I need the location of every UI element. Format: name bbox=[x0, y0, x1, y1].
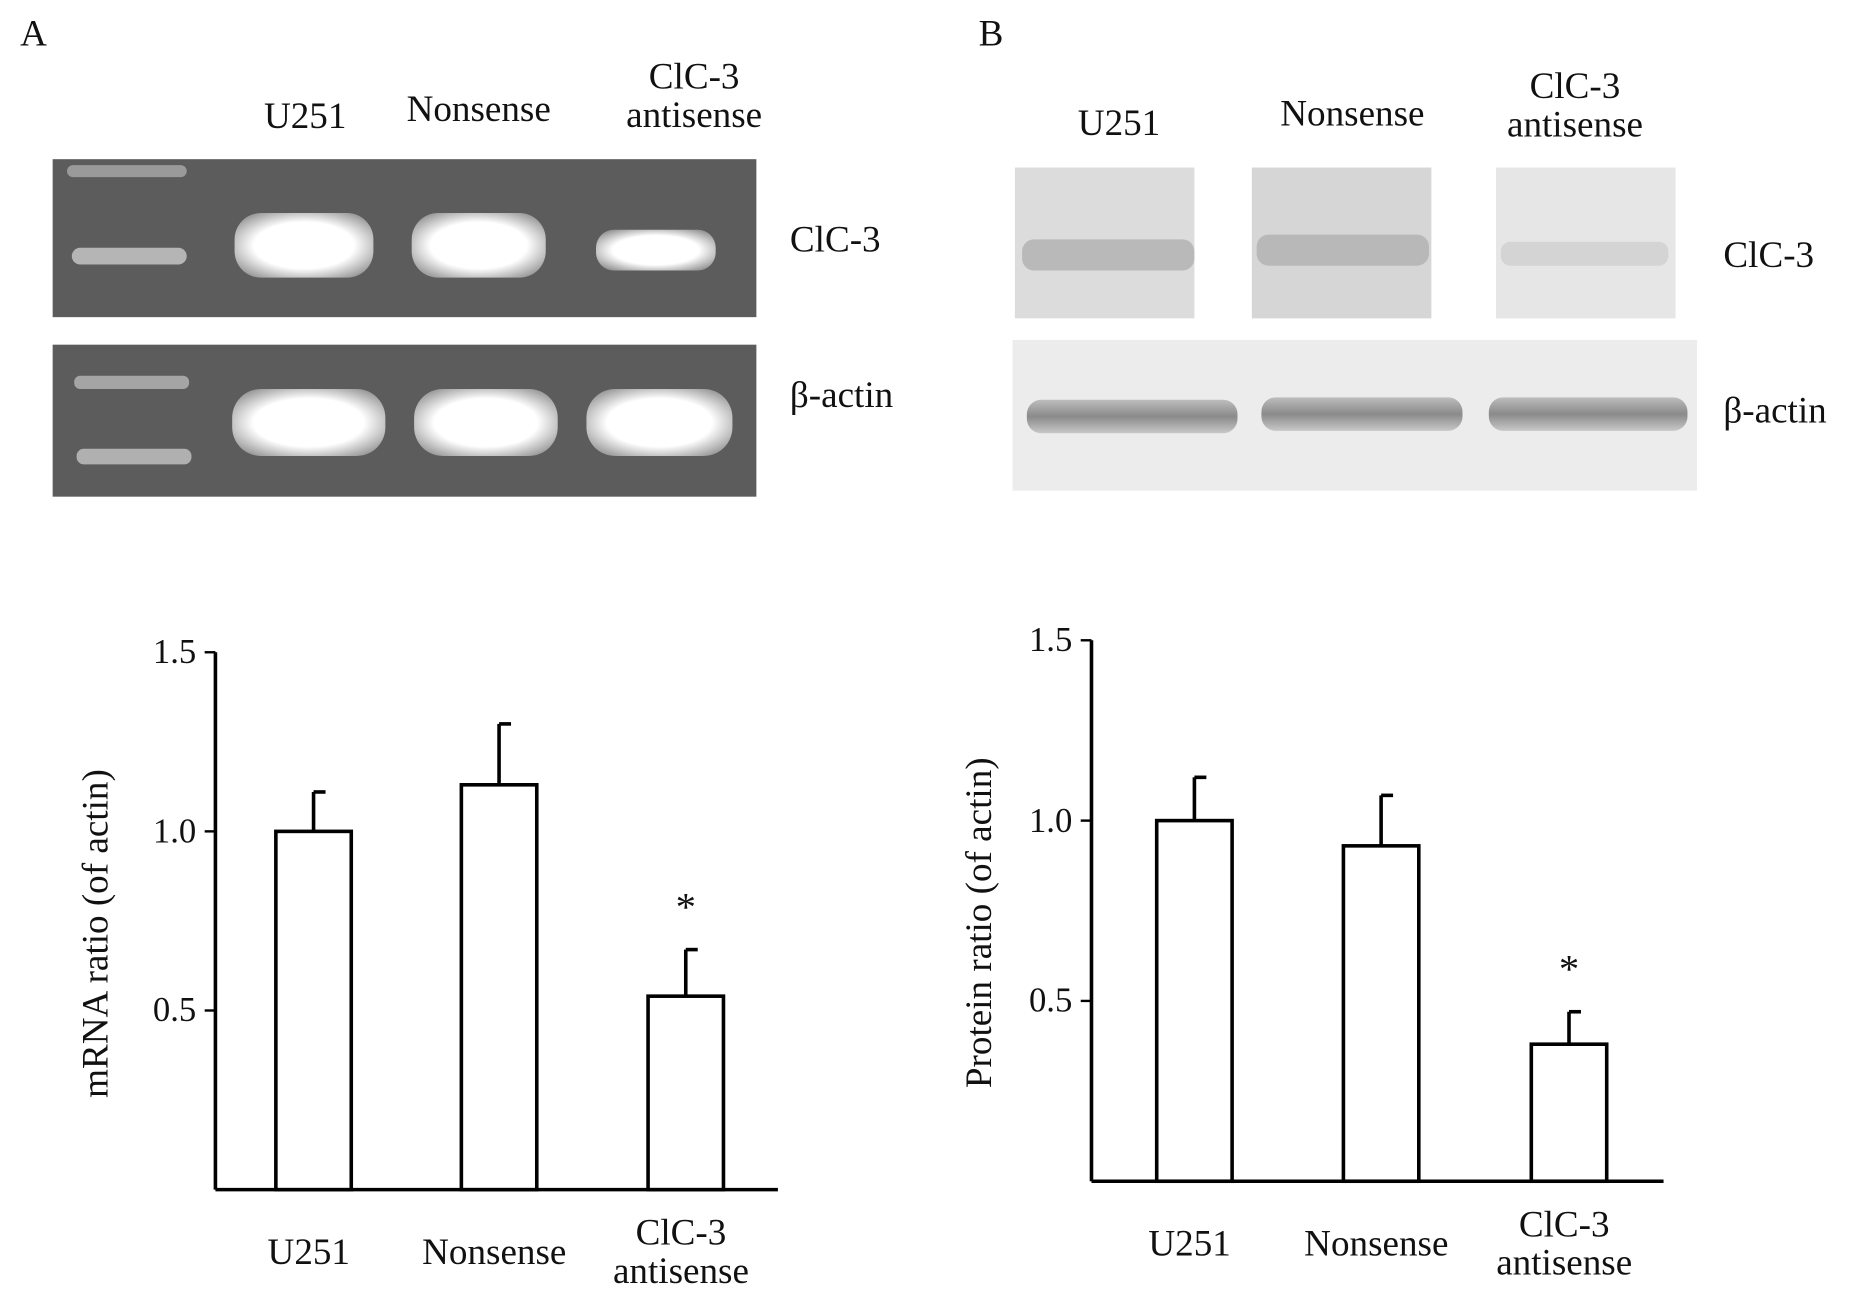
y-tick-label: 0.5 bbox=[152, 991, 197, 1030]
significance-mark: * bbox=[675, 886, 696, 931]
x-tick-label: ClC-3 antisense bbox=[1496, 1202, 1633, 1283]
x-tick-label: U251 bbox=[267, 1230, 350, 1273]
blot-band bbox=[1022, 239, 1195, 271]
x-tick-label: U251 bbox=[1148, 1221, 1231, 1264]
panel-label: B bbox=[978, 11, 1004, 54]
y-axis-label: Protein ratio (of actin) bbox=[957, 757, 1000, 1089]
y-tick-label: 1.5 bbox=[152, 633, 197, 672]
y-tick-label: 1.5 bbox=[1028, 621, 1073, 660]
ladder-band bbox=[76, 448, 192, 465]
bar bbox=[1341, 844, 1421, 1184]
y-tick-label: 1.0 bbox=[152, 812, 197, 851]
y-tick-label: 0.5 bbox=[1028, 981, 1073, 1021]
blot-band bbox=[1261, 397, 1463, 431]
band-label: ClC-3 bbox=[789, 217, 881, 260]
lane-label: Nonsense bbox=[1280, 92, 1425, 135]
gel-band bbox=[586, 388, 733, 456]
blot-band bbox=[1500, 241, 1669, 266]
blot-band bbox=[1256, 234, 1429, 266]
bar bbox=[646, 994, 726, 1192]
lane-label: U251 bbox=[1077, 101, 1161, 144]
panel-label: A bbox=[20, 11, 47, 54]
gel-band bbox=[596, 229, 716, 271]
gel-band bbox=[232, 388, 386, 456]
bar bbox=[274, 829, 354, 1192]
x-tick-label: ClC-3 antisense bbox=[612, 1211, 749, 1292]
significance-mark: * bbox=[1558, 948, 1580, 993]
gel-a bbox=[52, 159, 757, 497]
y-tick-label: 1.0 bbox=[1028, 801, 1073, 840]
blot-band bbox=[1026, 399, 1238, 434]
band-label: β-actin bbox=[1723, 388, 1827, 431]
ladder-band bbox=[67, 165, 187, 178]
ladder-band bbox=[74, 375, 190, 389]
gel-band bbox=[234, 213, 374, 278]
bar bbox=[1529, 1042, 1609, 1184]
blot-band bbox=[1488, 397, 1688, 431]
gel-band bbox=[411, 213, 546, 278]
lane-label: U251 bbox=[263, 94, 347, 137]
lane-label: Nonsense bbox=[406, 87, 551, 130]
bar bbox=[1154, 818, 1234, 1184]
gel-band bbox=[414, 388, 558, 456]
x-tick-label: Nonsense bbox=[1304, 1221, 1449, 1264]
blot-b bbox=[1012, 167, 1698, 491]
x-tick-label: Nonsense bbox=[422, 1230, 567, 1273]
lane-label: ClC-3 antisense bbox=[1506, 64, 1643, 145]
band-label: β-actin bbox=[789, 373, 894, 416]
bar bbox=[459, 783, 539, 1192]
ladder-band bbox=[71, 247, 187, 265]
lane-label: ClC-3 antisense bbox=[626, 55, 763, 136]
y-axis-label: mRNA ratio (of actin) bbox=[74, 768, 117, 1098]
band-label: ClC-3 bbox=[1723, 233, 1815, 276]
